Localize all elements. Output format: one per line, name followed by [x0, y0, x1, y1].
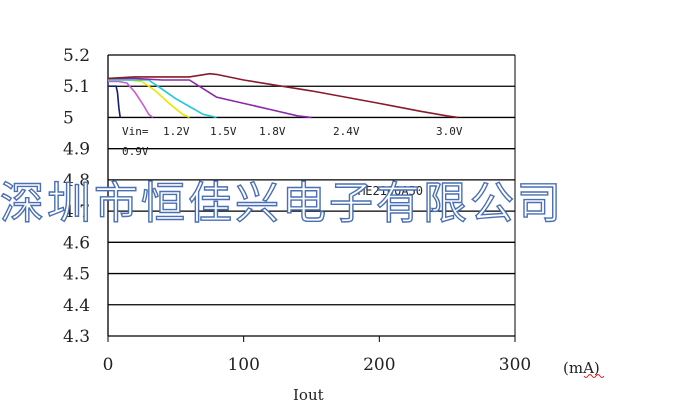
axes [107, 55, 516, 342]
series-line-1-2v [108, 80, 154, 119]
spellcheck-underline [583, 374, 605, 378]
y-tick-label: 4.4 [63, 296, 90, 316]
x-axis-title: Iout [293, 386, 324, 404]
series-line-2-4v [108, 77, 312, 119]
y-tick-label: 5 [63, 108, 74, 128]
y-tick-label: 5.1 [63, 77, 90, 97]
y-tick-label: 4.7 [63, 202, 90, 222]
vin-prefix-label: Vin= [122, 125, 149, 138]
x-tick-labels: 0 100 200 300 [103, 355, 532, 375]
x-tick-label: 100 [227, 355, 259, 375]
x-tick-label: 300 [499, 355, 531, 375]
x-tick-label: 0 [103, 355, 114, 375]
y-tick-label: 4.3 [63, 327, 90, 347]
series-lines [107, 72, 459, 119]
vin-labels: 0.9V 1.2V 1.5V 1.8V 2.4V 3.0V [122, 125, 463, 158]
x-axis-unit: (mA) [563, 359, 600, 377]
model-label: ME2100A50 [358, 184, 423, 198]
grid-lines [108, 54, 515, 337]
y-tick-label: 4.8 [63, 171, 90, 191]
series-label: 1.2V [163, 125, 190, 138]
company-watermark: 深圳市恒佳兴电子有限公司 [0, 178, 564, 229]
series-line-0-9v [108, 85, 121, 118]
series-label: 1.5V [210, 125, 237, 138]
y-tick-label: 4.9 [63, 140, 90, 160]
series-label: 0.9V [122, 145, 149, 158]
series-label: 1.8V [259, 125, 286, 138]
series-line-3-0v [107, 72, 459, 119]
series-label: 3.0V [436, 125, 463, 138]
y-tick-label: 4.6 [63, 233, 90, 253]
y-tick-labels: 5.2 5.1 5 4.9 4.8 4.7 4.6 4.5 4.4 4.3 [63, 46, 90, 347]
series-line-1-8v [108, 79, 217, 119]
y-tick-label: 5.2 [63, 46, 90, 66]
series-label: 2.4V [333, 125, 360, 138]
x-tick-label: 200 [363, 355, 395, 375]
y-tick-label: 4.5 [63, 265, 90, 285]
